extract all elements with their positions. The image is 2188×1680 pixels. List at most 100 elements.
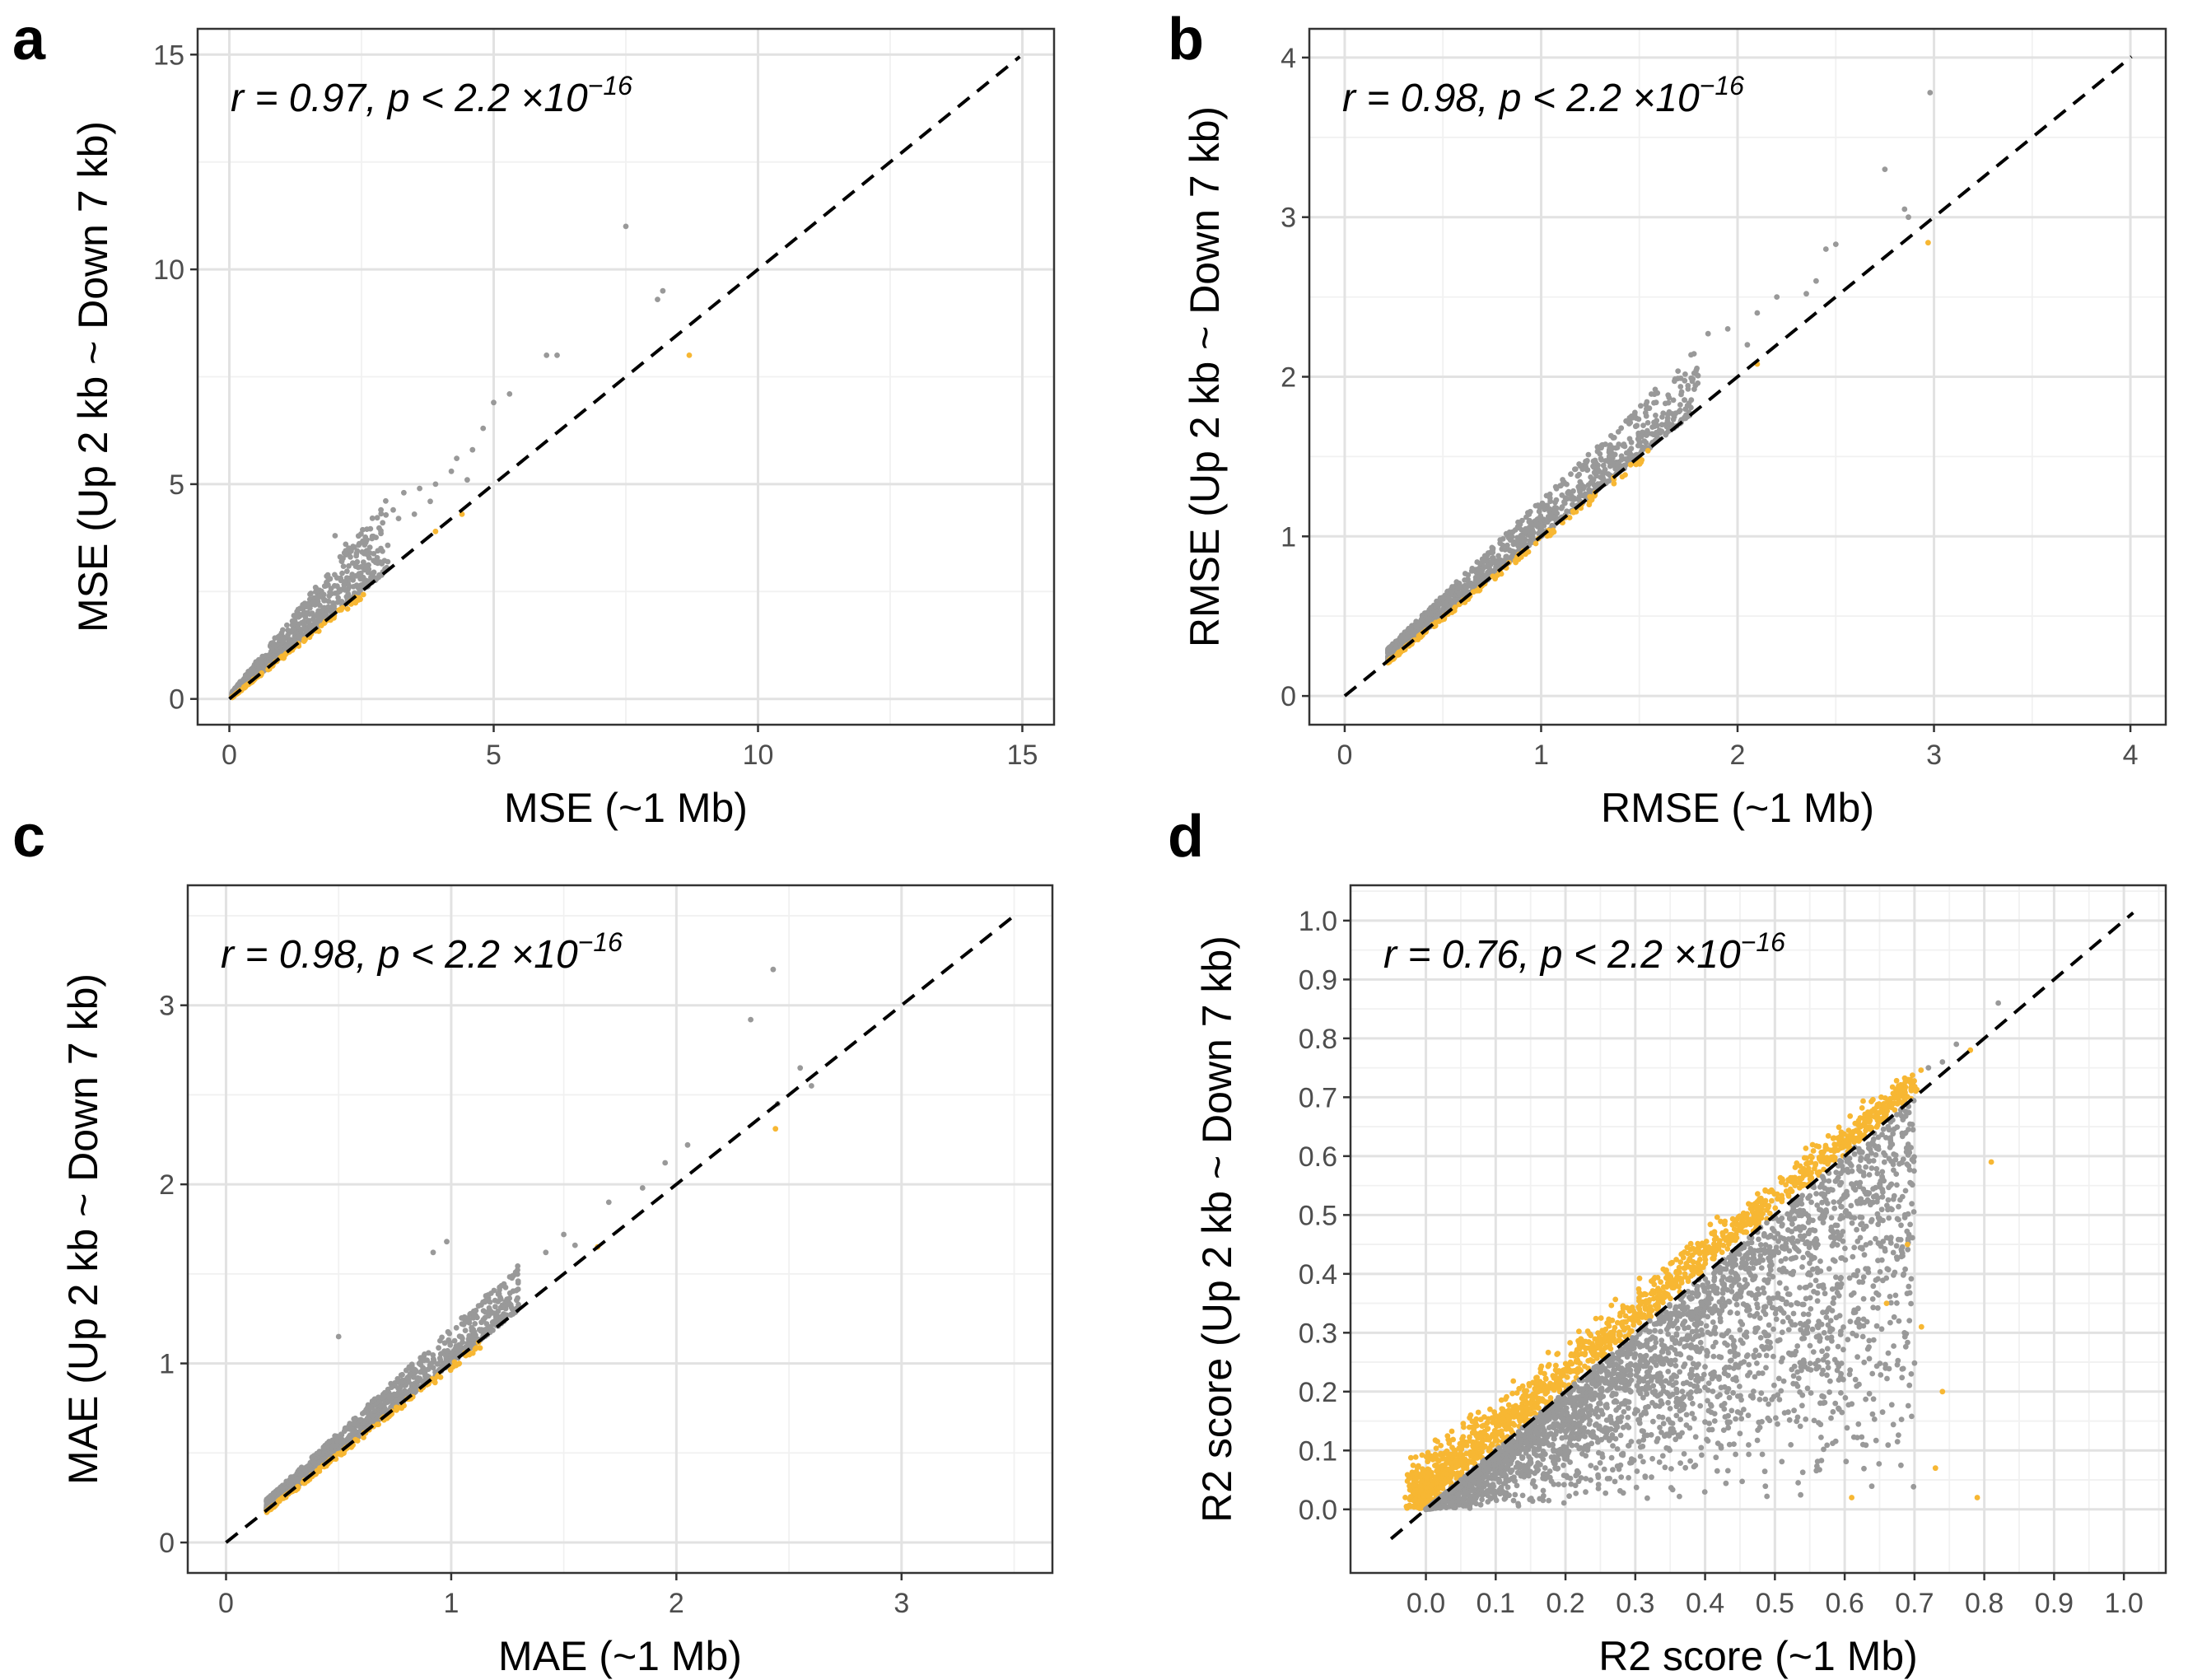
point-above bbox=[345, 591, 352, 597]
point-above bbox=[363, 1407, 370, 1413]
x-tick-label: 0 bbox=[1337, 740, 1352, 771]
y-tick-label: 3 bbox=[159, 991, 175, 1022]
point-below bbox=[1729, 1221, 1736, 1228]
point-above bbox=[1594, 444, 1601, 450]
point-above bbox=[374, 554, 380, 561]
point-above bbox=[1691, 351, 1697, 357]
point-above bbox=[334, 583, 340, 590]
point-below bbox=[1636, 1275, 1643, 1281]
point-above bbox=[1610, 462, 1617, 469]
correlation-annotation: r = 0.98, p < 2.2 ×10−16 bbox=[1342, 71, 1744, 120]
point-above bbox=[1642, 409, 1649, 416]
correlation-annotation: r = 0.97, p < 2.2 ×10−16 bbox=[231, 71, 632, 120]
point-above bbox=[515, 1271, 520, 1277]
point-above bbox=[464, 1318, 470, 1325]
point-below bbox=[1513, 559, 1519, 566]
point-above bbox=[280, 636, 287, 642]
point-above bbox=[302, 626, 309, 632]
point-above bbox=[1465, 572, 1472, 578]
point-above bbox=[1665, 399, 1672, 406]
point-above bbox=[1479, 567, 1486, 573]
point-above bbox=[1688, 404, 1694, 411]
point-above bbox=[1538, 523, 1545, 529]
point-above bbox=[509, 1275, 516, 1281]
correlation-text: r = 0.98, p < 2.2 ×10 bbox=[221, 933, 578, 977]
point-above bbox=[301, 618, 307, 625]
point-above bbox=[412, 1384, 418, 1390]
point-above bbox=[1677, 402, 1683, 408]
point-above bbox=[623, 223, 629, 230]
point-above bbox=[328, 608, 334, 614]
point-below bbox=[1619, 474, 1626, 480]
point-above bbox=[510, 1288, 516, 1295]
point-above bbox=[1564, 508, 1570, 515]
point-above bbox=[1616, 441, 1622, 447]
point-below bbox=[1587, 1331, 1593, 1337]
point-above bbox=[443, 1353, 449, 1359]
point-above bbox=[655, 296, 660, 302]
point-above bbox=[289, 618, 296, 624]
point-above bbox=[1632, 409, 1638, 416]
point-above bbox=[371, 1396, 378, 1402]
points-c bbox=[264, 966, 814, 1515]
point-above bbox=[483, 1309, 488, 1315]
y-tick-label: 0.5 bbox=[1299, 1200, 1337, 1231]
panel-letter-d: d bbox=[1168, 804, 1204, 870]
point-above bbox=[1693, 367, 1700, 373]
point-above bbox=[266, 652, 273, 658]
point-above bbox=[472, 1321, 478, 1327]
point-above bbox=[809, 1083, 814, 1089]
point-below bbox=[1847, 1113, 1854, 1119]
point-above bbox=[1682, 371, 1688, 377]
point-above bbox=[399, 1371, 405, 1378]
point-above bbox=[338, 1438, 344, 1444]
point-above bbox=[1651, 419, 1657, 426]
point-above bbox=[1882, 166, 1888, 173]
point-above bbox=[491, 399, 497, 406]
point-above bbox=[380, 520, 386, 526]
point-below bbox=[456, 1360, 463, 1366]
x-tick-label: 0.5 bbox=[1756, 1588, 1794, 1619]
y-tick-label: 0.6 bbox=[1299, 1141, 1337, 1173]
point-above bbox=[335, 595, 341, 601]
point-above bbox=[464, 477, 470, 483]
point-below bbox=[1836, 1124, 1842, 1131]
point-above bbox=[454, 455, 460, 461]
point-above bbox=[346, 562, 352, 569]
x-tick-label: 0.2 bbox=[1546, 1588, 1584, 1619]
point-above bbox=[1682, 415, 1689, 422]
point-below bbox=[295, 1484, 301, 1491]
point-above bbox=[1901, 206, 1908, 212]
point-above bbox=[1559, 504, 1565, 510]
point-above bbox=[1653, 413, 1658, 418]
point-above bbox=[1638, 403, 1644, 409]
point-above bbox=[403, 1388, 409, 1395]
point-above bbox=[430, 1352, 436, 1358]
point-above bbox=[1682, 377, 1688, 384]
point-above bbox=[1528, 523, 1534, 530]
point-above bbox=[1577, 488, 1583, 495]
point-below bbox=[1591, 492, 1598, 499]
y-axis-label: MSE (Up 2 kb ~ Down 7 kb) bbox=[70, 121, 116, 632]
point-above bbox=[1609, 450, 1616, 457]
point-above bbox=[1644, 399, 1650, 405]
point-below bbox=[1766, 1211, 1773, 1216]
point-above bbox=[1675, 368, 1682, 374]
correlation-text: r = 0.98, p < 2.2 ×10 bbox=[1342, 77, 1700, 120]
point-above bbox=[506, 1295, 513, 1301]
point-above bbox=[372, 559, 379, 566]
point-above bbox=[380, 1393, 386, 1400]
point-above bbox=[544, 352, 550, 358]
point-above bbox=[339, 600, 346, 607]
point-above bbox=[1428, 604, 1434, 611]
point-below bbox=[316, 1468, 323, 1474]
point-below bbox=[1551, 529, 1557, 535]
point-above bbox=[354, 558, 361, 565]
point-below bbox=[1479, 1423, 1486, 1430]
point-above bbox=[315, 1449, 322, 1456]
y-tick-label: 0.2 bbox=[1299, 1377, 1337, 1408]
point-above bbox=[276, 649, 282, 656]
point-above bbox=[371, 551, 377, 557]
point-above bbox=[770, 966, 777, 973]
